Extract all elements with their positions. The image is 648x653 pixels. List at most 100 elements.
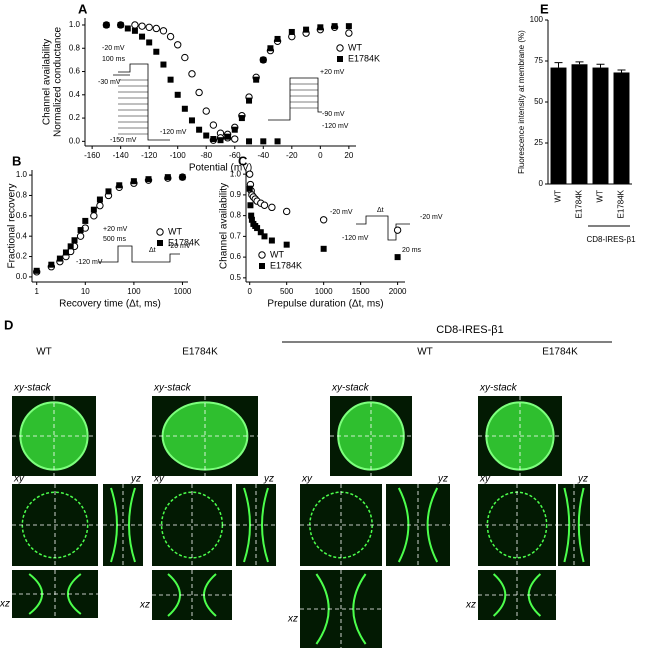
point	[33, 267, 40, 274]
cell-section	[563, 487, 585, 563]
point	[67, 243, 74, 250]
point	[254, 225, 261, 232]
x-tick-label: 1000	[174, 287, 192, 296]
error-bar	[575, 61, 584, 65]
point	[282, 207, 291, 216]
y-tick-label: 50	[534, 97, 543, 106]
point	[130, 178, 137, 185]
point	[268, 237, 275, 244]
point	[345, 23, 352, 30]
view-label: xz	[139, 600, 150, 611]
view-label: yz	[437, 474, 448, 485]
point	[166, 32, 175, 41]
legend-marker	[157, 240, 163, 246]
error-bar	[596, 63, 605, 68]
y-tick-label: 0.9	[230, 190, 242, 199]
bar	[571, 64, 588, 184]
point	[188, 117, 195, 124]
point	[248, 212, 255, 219]
point	[96, 196, 103, 203]
point	[164, 174, 171, 181]
point	[124, 25, 131, 32]
x-tick-label: -60	[229, 151, 241, 160]
y-tick-label: 0	[539, 179, 544, 188]
x-tick-label: 20	[344, 151, 353, 160]
y-tick-label: 25	[534, 138, 543, 147]
y-axis-title: Channel availability	[42, 39, 53, 125]
x-axis-title: Recovery time (Δt, ms)	[59, 299, 161, 310]
panel-letter: D	[4, 317, 13, 332]
view-label: yz	[130, 474, 141, 485]
legend-marker	[156, 228, 164, 236]
cell-section	[243, 487, 269, 563]
protocol-b	[98, 245, 180, 263]
point	[62, 249, 69, 256]
point	[217, 137, 224, 144]
annotation: +20 mV	[320, 69, 345, 76]
stack-label: xy-stack	[479, 383, 518, 394]
point	[274, 35, 281, 42]
point	[82, 217, 89, 224]
annotation: -20 mV	[420, 214, 443, 221]
point	[224, 133, 231, 140]
bar	[592, 67, 609, 184]
y-tick-label: 0.8	[69, 43, 81, 52]
x-tick-label: E1784K	[575, 189, 584, 218]
annotation: -30 mV	[98, 79, 121, 86]
x-tick-label: 10	[81, 287, 90, 296]
point	[267, 45, 274, 52]
point	[209, 121, 218, 129]
annotation: +20 mV	[103, 226, 128, 233]
point	[153, 48, 160, 55]
point	[210, 136, 217, 143]
x-tick-label: 1000	[315, 287, 333, 296]
point	[393, 226, 402, 234]
x-axis-title: Potential (mV)	[189, 163, 252, 174]
point	[320, 245, 327, 252]
stack-label: xy-stack	[331, 383, 370, 394]
point	[179, 174, 186, 181]
y-tick-label: 0.6	[16, 211, 28, 220]
legend-label: E1784K	[168, 237, 200, 247]
y-tick-label: 1.0	[230, 169, 242, 178]
y-tick-label: 0.6	[69, 67, 81, 76]
panel-letter: C	[238, 153, 248, 168]
point	[76, 232, 85, 240]
point	[317, 24, 324, 31]
point	[283, 241, 290, 248]
protocol-a-right	[268, 77, 322, 121]
annotation: -150 mV	[110, 137, 137, 144]
point	[90, 212, 98, 220]
point	[48, 261, 55, 268]
point	[394, 254, 401, 261]
point	[319, 216, 328, 224]
bar	[550, 67, 567, 184]
cell-section	[110, 487, 136, 563]
view-label: xz	[0, 599, 10, 610]
x-tick-label: 0	[247, 287, 252, 296]
legend-label: WT	[168, 226, 182, 236]
legend-marker	[336, 44, 344, 52]
x-tick-label: -140	[113, 151, 130, 160]
y-tick-label: 0.4	[69, 90, 81, 99]
point	[260, 201, 269, 209]
point	[131, 21, 139, 29]
view-label: xz	[465, 600, 476, 611]
protocol-c	[356, 215, 410, 241]
point	[196, 126, 203, 133]
point	[331, 23, 338, 30]
point	[116, 182, 123, 189]
x-tick-label: -20	[286, 151, 298, 160]
legend-marker	[337, 56, 343, 62]
point	[288, 28, 295, 35]
point	[231, 126, 238, 133]
point	[246, 97, 253, 104]
point	[261, 233, 268, 240]
point	[152, 24, 161, 33]
y-tick-label: 0.7	[230, 231, 242, 240]
column-title: WT	[417, 347, 433, 358]
point	[231, 135, 239, 143]
y-tick-label: 0.5	[230, 273, 242, 282]
stack-label: xy-stack	[153, 383, 192, 394]
